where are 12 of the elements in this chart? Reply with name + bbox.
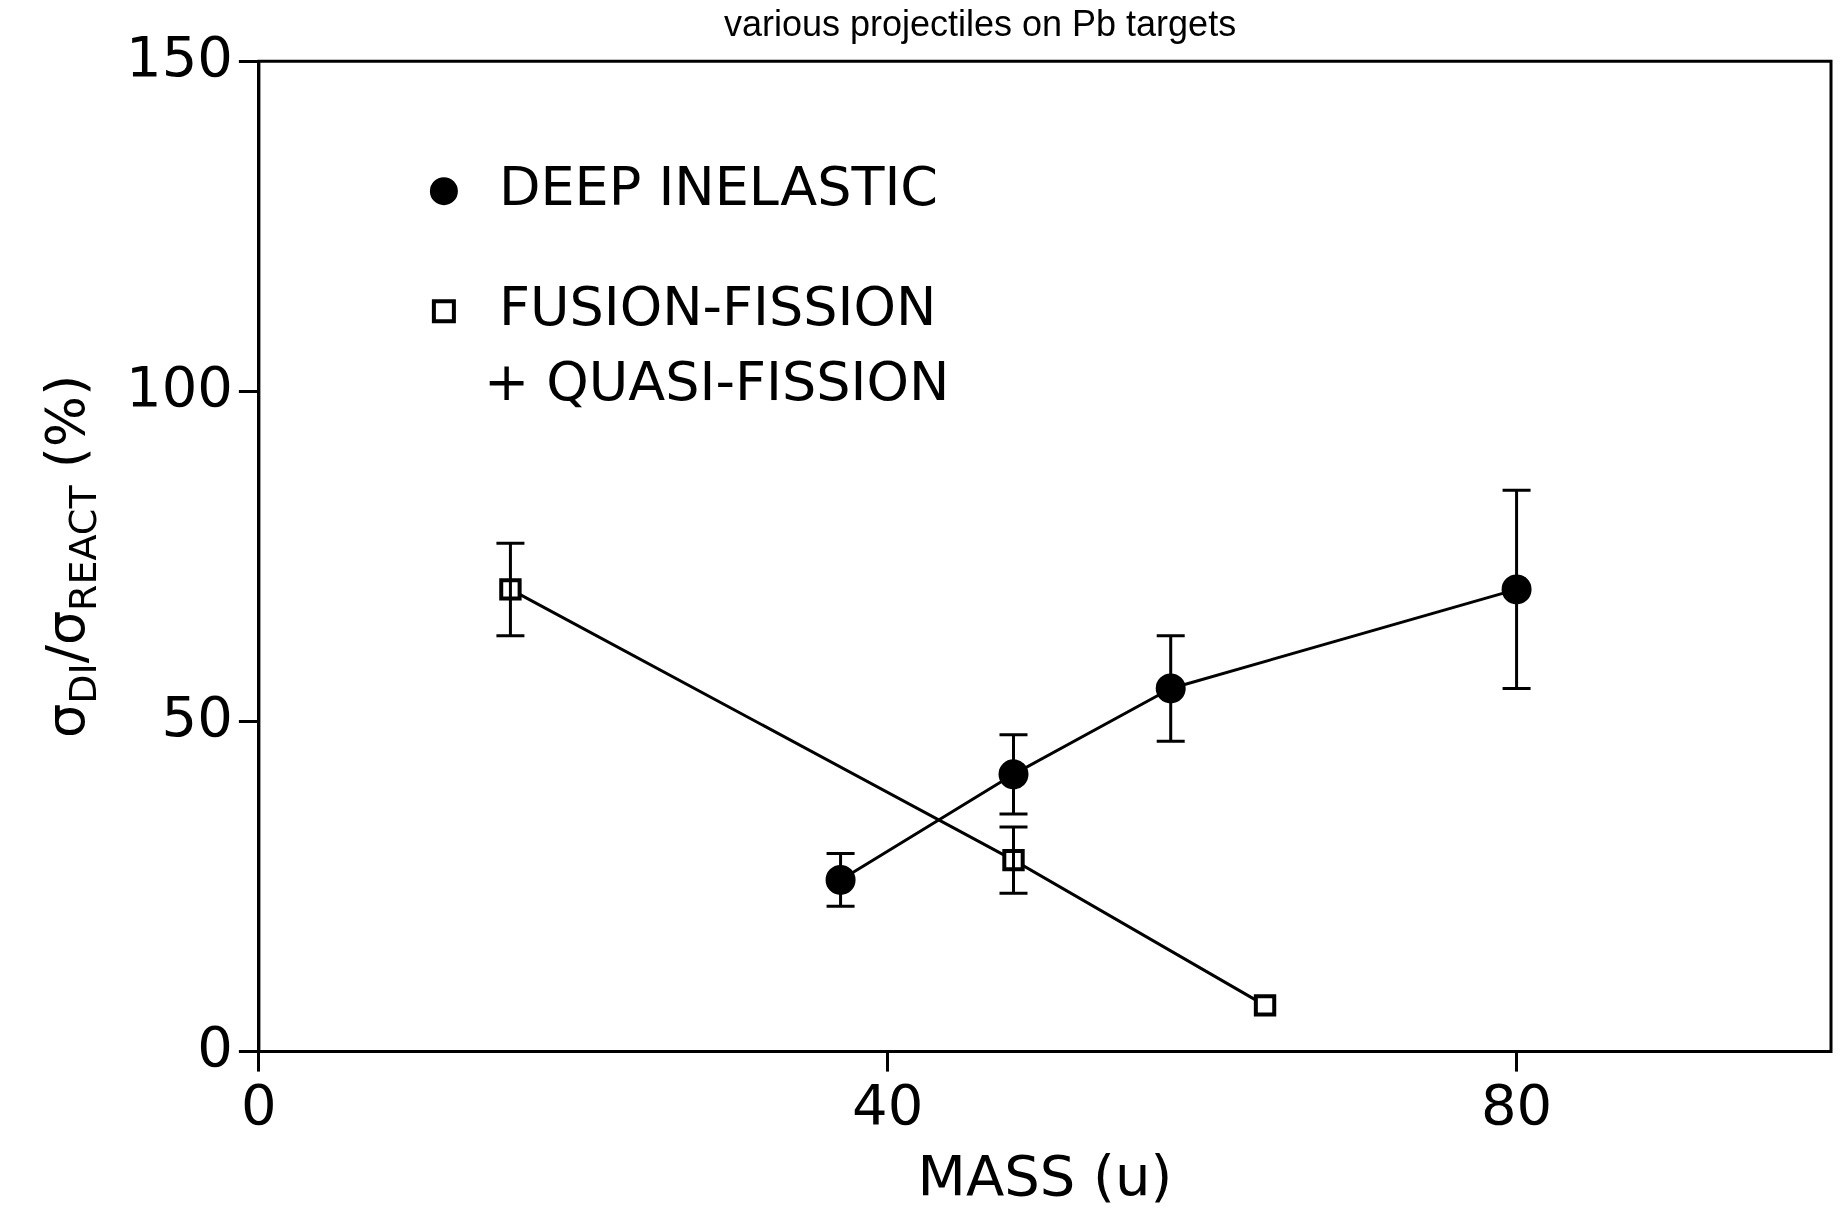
x-tick-label: 0 xyxy=(241,1071,277,1137)
y-tick-label: 0 xyxy=(197,1014,233,1080)
x-axis-title: MASS (u) xyxy=(917,1142,1173,1208)
chart-title: various projectiles on Pb targets xyxy=(723,2,1237,44)
y-tick-label: 50 xyxy=(161,684,233,750)
legend-label: FUSION-FISSION + QUASI-FISSION xyxy=(483,275,950,414)
legend-label: DEEP INELASTIC xyxy=(498,155,939,219)
x-tick-label: 80 xyxy=(1480,1071,1553,1137)
y-axis-title: σDI/σREACT (%) xyxy=(34,374,105,738)
x-tick-label: 40 xyxy=(852,1071,924,1137)
y-tick-label: 150 xyxy=(126,23,233,89)
y-tick-label: 100 xyxy=(126,353,233,419)
